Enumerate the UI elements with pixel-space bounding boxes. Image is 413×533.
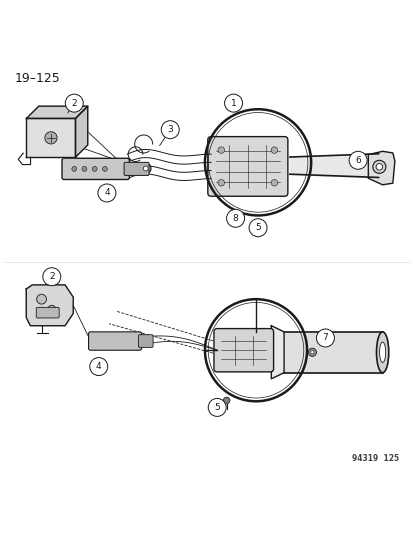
Ellipse shape — [379, 342, 385, 362]
Circle shape — [90, 358, 107, 376]
Circle shape — [98, 184, 116, 202]
Text: 6: 6 — [354, 156, 360, 165]
Text: 5: 5 — [214, 403, 220, 412]
Circle shape — [375, 164, 382, 170]
FancyBboxPatch shape — [88, 332, 141, 350]
Text: 5: 5 — [254, 223, 260, 232]
Circle shape — [45, 132, 57, 144]
Circle shape — [143, 166, 148, 171]
FancyBboxPatch shape — [214, 328, 273, 372]
Text: 94319  125: 94319 125 — [351, 454, 398, 463]
Text: 4: 4 — [96, 362, 101, 371]
Circle shape — [65, 94, 83, 112]
Circle shape — [43, 268, 61, 286]
Circle shape — [37, 294, 46, 304]
Circle shape — [47, 305, 56, 313]
FancyBboxPatch shape — [124, 163, 149, 175]
Circle shape — [271, 147, 277, 154]
Polygon shape — [368, 151, 394, 185]
Circle shape — [224, 94, 242, 112]
Text: 8: 8 — [232, 214, 238, 223]
Polygon shape — [26, 285, 73, 326]
Circle shape — [218, 147, 224, 154]
Circle shape — [92, 166, 97, 171]
Circle shape — [310, 351, 313, 354]
Circle shape — [102, 166, 107, 171]
Text: 3: 3 — [167, 125, 173, 134]
Polygon shape — [26, 106, 88, 118]
Circle shape — [82, 166, 87, 171]
Text: 1: 1 — [230, 99, 236, 108]
Circle shape — [71, 166, 76, 171]
Circle shape — [218, 180, 224, 186]
FancyBboxPatch shape — [207, 136, 287, 196]
Text: 19–125: 19–125 — [15, 72, 61, 85]
FancyBboxPatch shape — [138, 335, 153, 348]
Circle shape — [226, 209, 244, 227]
FancyBboxPatch shape — [36, 308, 59, 318]
Ellipse shape — [375, 332, 388, 373]
Circle shape — [208, 399, 225, 416]
Circle shape — [223, 397, 229, 403]
Polygon shape — [26, 118, 75, 157]
Circle shape — [161, 120, 179, 139]
Circle shape — [140, 163, 151, 174]
Text: 2: 2 — [71, 99, 77, 108]
Circle shape — [249, 219, 266, 237]
Text: 2: 2 — [49, 272, 55, 281]
Text: 7: 7 — [322, 334, 328, 343]
Circle shape — [271, 180, 277, 186]
FancyBboxPatch shape — [62, 158, 129, 180]
Polygon shape — [75, 106, 88, 157]
Circle shape — [372, 160, 385, 173]
Text: 4: 4 — [104, 189, 109, 198]
Polygon shape — [271, 326, 283, 379]
Circle shape — [308, 348, 316, 357]
Circle shape — [348, 151, 366, 169]
Circle shape — [316, 329, 334, 347]
